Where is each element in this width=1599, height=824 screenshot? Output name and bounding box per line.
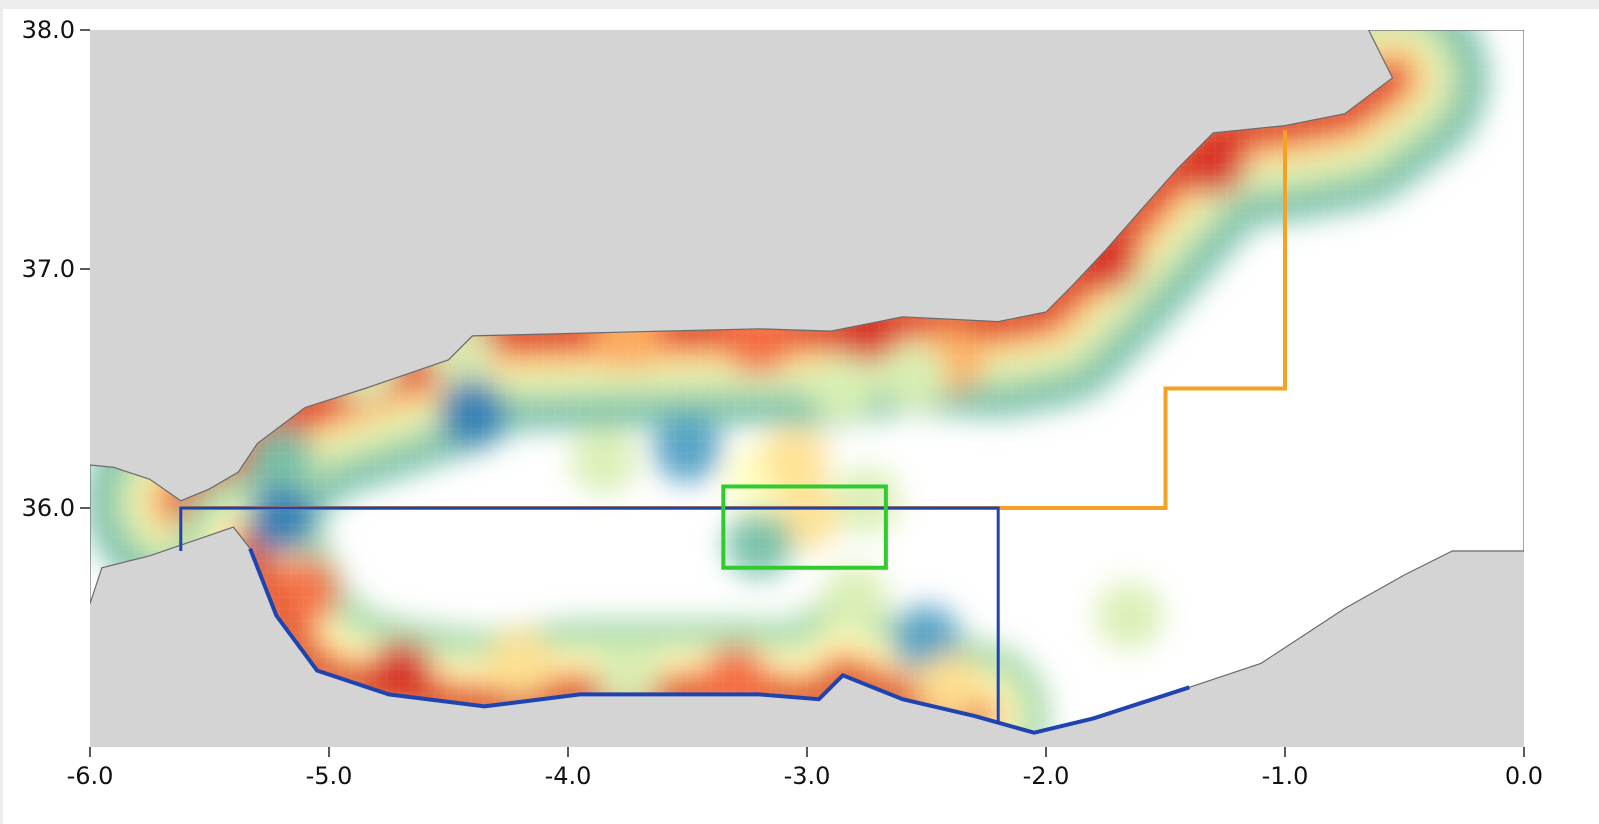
y-axis: 38.0 37.0 36.0 <box>22 16 90 522</box>
map-chart: -6.0 -5.0 -4.0 -3.0 -2.0 -1.0 0.0 38.0 37.0 36.0 <box>22 16 1544 790</box>
highlight-box <box>721 484 888 570</box>
south-coast-boundary <box>248 547 1191 735</box>
x-tick-label: -6.0 <box>67 762 114 790</box>
x-axis: -6.0 -5.0 -4.0 -3.0 -2.0 -1.0 0.0 <box>67 747 1543 790</box>
map-frame: -6.0 -5.0 -4.0 -3.0 -2.0 -1.0 0.0 38.0 37.0 36.0 <box>3 9 1599 824</box>
x-tick-label: 0.0 <box>1505 762 1543 790</box>
x-tick-label: -4.0 <box>545 762 592 790</box>
x-tick-label: -2.0 <box>1023 762 1070 790</box>
y-tick-label: 36.0 <box>22 494 75 522</box>
x-tick-label: -3.0 <box>784 762 831 790</box>
south-boundary-line <box>179 506 1000 724</box>
y-tick-label: 38.0 <box>22 16 75 44</box>
x-tick-label: -5.0 <box>306 762 353 790</box>
x-tick-label: -1.0 <box>1262 762 1309 790</box>
y-tick-label: 37.0 <box>22 255 75 283</box>
